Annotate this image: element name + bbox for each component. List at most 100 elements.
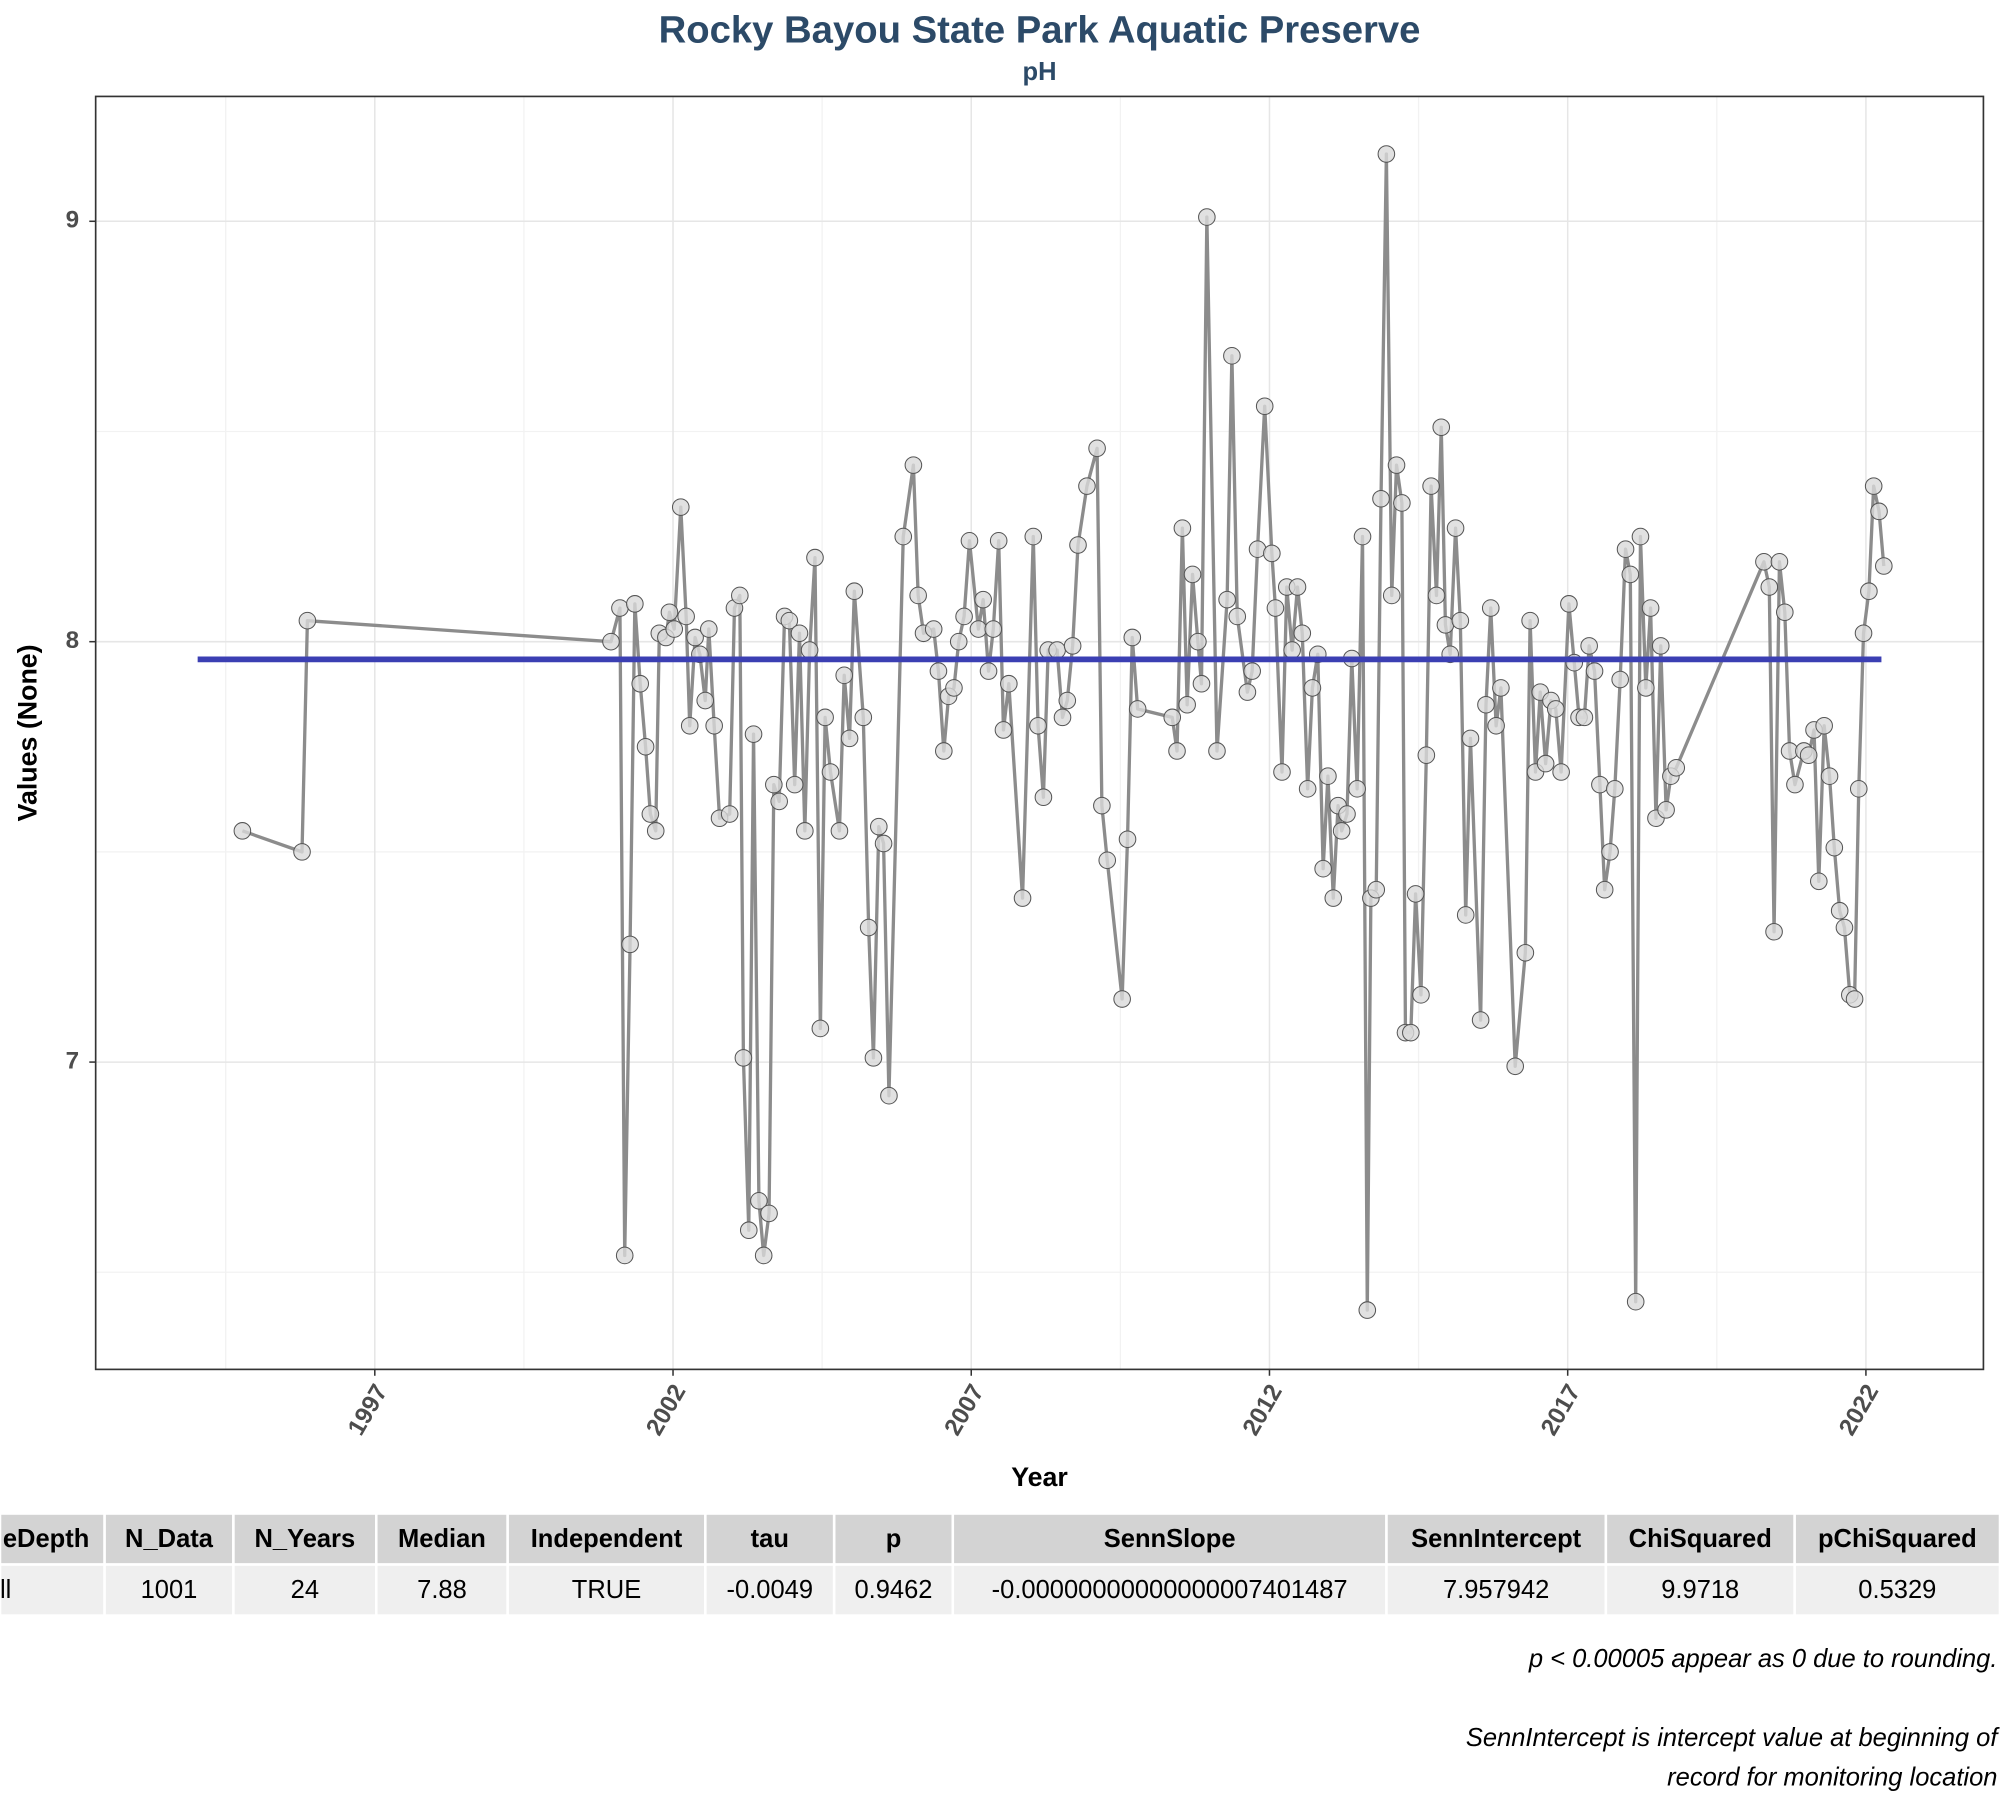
table-header-cell [0,1512,106,1566]
data-point [765,775,783,794]
data-point [1128,700,1147,718]
data-point [298,611,317,630]
data-point [811,1019,830,1038]
data-point [631,674,650,693]
data-point [989,531,1008,550]
data-point [949,632,968,651]
data-point [705,716,723,735]
data-point [1815,716,1833,735]
table-cell: -0.0049 [727,1576,814,1604]
data-point [1000,674,1018,693]
data-point [1393,494,1411,512]
table-cell: 9.9718 [1661,1576,1739,1604]
data-point [1238,683,1257,701]
data-point [1432,418,1451,437]
table-header: N_Data [125,1525,214,1553]
table-cell: 1001 [141,1576,198,1604]
data-point [1631,527,1650,546]
data-point [233,822,252,840]
data-point [1288,578,1307,596]
table-header-cell [232,1512,378,1566]
data-point [1113,990,1131,1008]
data-point [974,590,992,609]
data-point [1637,679,1655,697]
data-point [1406,885,1425,903]
data-point [626,595,644,613]
data-point [1560,595,1578,613]
table-cell-bg [375,1563,509,1617]
table-cell: 7.88 [417,1576,467,1604]
data-point [1830,901,1849,920]
table-cell: 0.9462 [854,1576,932,1604]
data-point [700,620,718,638]
data-point [1481,599,1500,617]
data-point [1591,775,1609,794]
data-point [1063,637,1082,655]
table-header: SennSlope [1104,1525,1236,1553]
data-point [1422,477,1440,495]
data-point [1377,145,1396,163]
data-point [1755,553,1773,571]
data-point [1760,578,1779,596]
data-point [1314,859,1332,878]
data-point [859,918,878,937]
data-point [1492,679,1510,697]
data-point [1293,624,1312,643]
data-point [1255,397,1274,416]
data-point [1446,519,1465,537]
table-header: N_Years [255,1525,356,1553]
data-point [696,691,715,710]
data-point [969,620,988,638]
data-point [1163,708,1182,727]
data-point [734,1049,753,1067]
data-point [677,607,695,626]
data-point [1651,637,1670,655]
data-point [1506,1057,1525,1076]
data-point [845,582,864,601]
table-cell-bg [951,1563,1388,1617]
y-axis-title: Values (None) [12,644,42,821]
data-point [1058,691,1077,710]
table-header: p [886,1525,902,1553]
data-point [1521,611,1539,630]
data-point [665,620,684,638]
data-point [744,725,763,743]
data-point [1088,439,1106,458]
data-point [1606,780,1624,798]
data-point [821,763,840,781]
data-point [864,1049,883,1067]
data-point [1461,729,1480,748]
data-point [1854,624,1873,643]
data-point [935,742,953,760]
data-point [1013,889,1032,907]
data-point [1332,822,1351,840]
data-point [1228,607,1247,626]
table-cell-bg [103,1563,235,1617]
data-point [1372,489,1390,508]
table-cell: 0.5329 [1858,1576,1936,1604]
chart-subtitle: pH [1023,58,1057,86]
data-point [760,1204,778,1223]
data-point [1875,557,1893,575]
data-point [830,822,849,840]
data-point [731,586,749,605]
table-cell: 7.957942 [1443,1576,1549,1604]
data-point [1849,780,1868,798]
table-cell: -0.00000000000000007401487 [992,1576,1348,1604]
data-point [686,628,704,647]
data-point [1358,1301,1377,1319]
data-point [1387,456,1406,474]
data-point [1192,674,1211,693]
data-point [1536,754,1555,773]
data-point [1776,603,1794,622]
data-point [1864,477,1883,495]
data-point [869,817,888,836]
table-header: eDepth [3,1525,89,1553]
data-point [984,620,1003,638]
x-axis-title: Year [1011,1462,1068,1492]
data-point [780,611,799,630]
data-point [770,792,788,811]
footnote: record for monitoring location [1667,1764,1997,1792]
data-point [1183,565,1202,584]
